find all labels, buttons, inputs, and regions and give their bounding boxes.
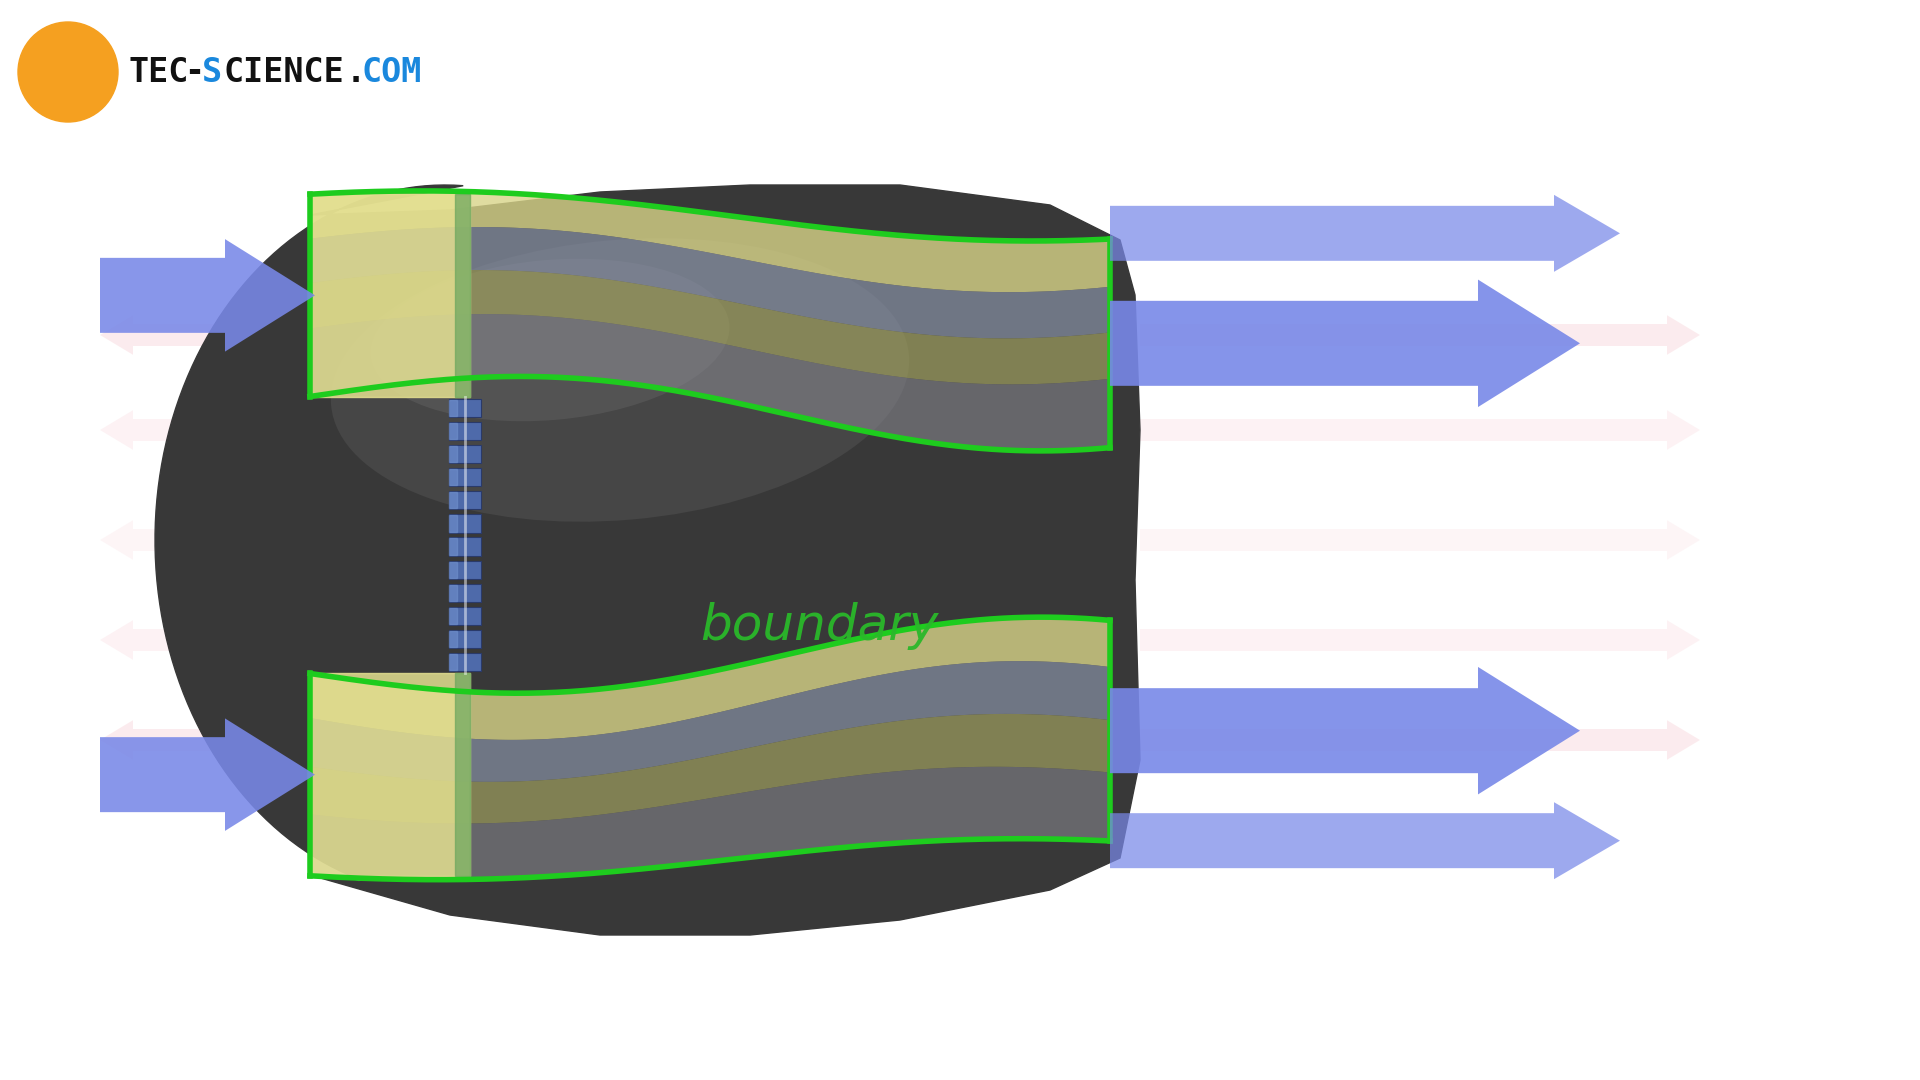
Polygon shape [449,514,482,532]
Polygon shape [449,653,482,671]
Polygon shape [449,607,482,625]
Polygon shape [449,562,457,578]
Polygon shape [449,584,457,600]
Ellipse shape [371,259,730,421]
Polygon shape [449,538,482,555]
Polygon shape [309,617,1110,740]
Polygon shape [100,620,309,660]
Polygon shape [156,185,1140,935]
Polygon shape [449,399,482,417]
Polygon shape [449,631,457,647]
Polygon shape [100,720,309,760]
Polygon shape [449,400,457,416]
Polygon shape [455,194,470,396]
Polygon shape [449,583,482,602]
Polygon shape [309,661,1110,782]
Polygon shape [100,410,309,449]
Polygon shape [449,653,457,670]
Polygon shape [309,270,1110,384]
Polygon shape [100,521,309,559]
Polygon shape [449,630,482,648]
Text: S: S [202,55,223,89]
Polygon shape [309,714,1110,824]
Polygon shape [449,515,457,531]
Polygon shape [1140,521,1699,559]
Text: COM: COM [363,55,422,89]
Polygon shape [449,539,457,555]
Polygon shape [1140,410,1699,449]
Text: TEC: TEC [129,55,188,89]
Text: -: - [184,55,204,89]
Text: .: . [346,55,367,89]
Polygon shape [449,608,457,624]
Circle shape [17,22,117,122]
Polygon shape [100,315,309,355]
Polygon shape [449,445,482,463]
Polygon shape [1110,667,1580,795]
Polygon shape [449,422,482,441]
Polygon shape [1110,280,1580,407]
Polygon shape [309,191,1110,292]
Text: boundary: boundary [701,602,939,650]
Polygon shape [449,469,457,485]
Polygon shape [1110,194,1620,272]
Polygon shape [455,674,470,876]
Polygon shape [1140,720,1699,760]
Polygon shape [449,491,482,510]
Polygon shape [449,446,457,462]
Text: CIENCE: CIENCE [225,55,346,89]
Polygon shape [309,227,1110,338]
Polygon shape [1140,620,1699,660]
Polygon shape [309,314,1110,450]
Polygon shape [449,423,457,440]
Polygon shape [100,718,315,831]
Polygon shape [449,492,457,509]
Polygon shape [1140,315,1699,355]
Polygon shape [309,767,1110,880]
Polygon shape [100,239,315,352]
Ellipse shape [330,239,910,522]
Polygon shape [1110,802,1620,879]
Polygon shape [309,674,470,876]
Polygon shape [449,561,482,579]
Polygon shape [309,194,470,396]
Polygon shape [449,469,482,486]
